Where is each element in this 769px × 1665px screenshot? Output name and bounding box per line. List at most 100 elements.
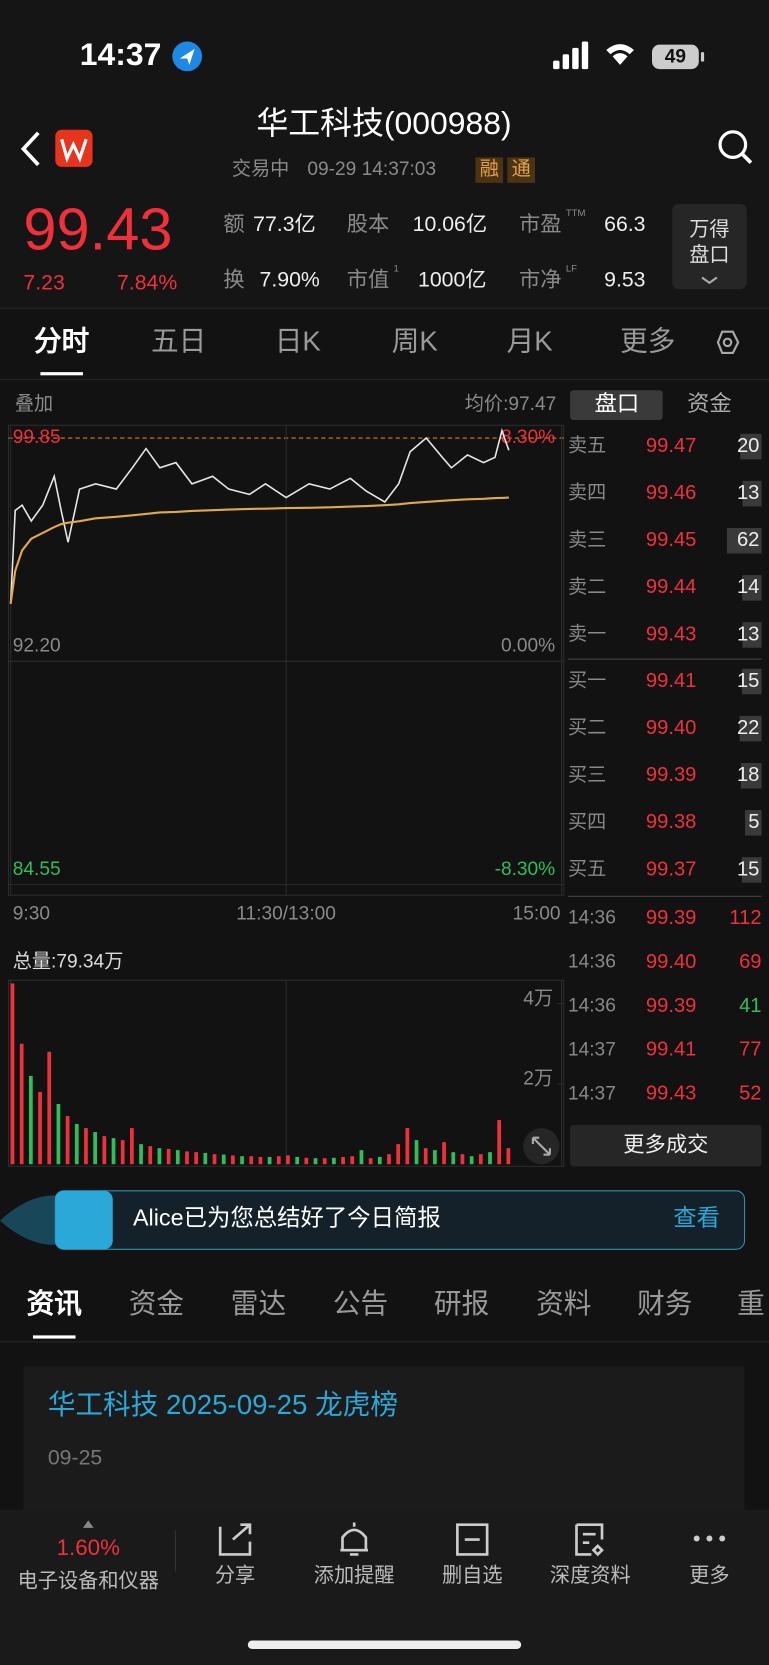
volume-bar [38, 1091, 42, 1165]
search-handle [741, 152, 753, 164]
news-tab[interactable]: 资料 [536, 1288, 591, 1319]
action-label[interactable]: 深度资料 [550, 1564, 631, 1587]
trade-price: 99.43 [646, 1083, 697, 1105]
y-tick-label: 84.55 [13, 859, 61, 880]
volume-bar [469, 1156, 474, 1165]
banner-text: Alice已为您总结好了今日简报 [133, 1205, 441, 1231]
chart-tab[interactable]: 更多 [620, 326, 675, 357]
chart-tab[interactable]: 周K [392, 326, 439, 357]
avg-price-label: 均价:97.47 [465, 393, 556, 415]
action-label[interactable]: 分享 [215, 1564, 255, 1587]
chart-tab[interactable]: 分时 [34, 326, 90, 357]
trade-time: 14:37 [568, 1039, 616, 1060]
volume-bar [84, 1128, 88, 1165]
depth-button[interactable] [672, 204, 747, 290]
volume-bar [295, 1156, 300, 1165]
volume-bar [194, 1152, 199, 1165]
banner-icon [55, 1190, 113, 1250]
book-volume: 14 [737, 576, 759, 598]
volume-bar [19, 1043, 24, 1165]
trade-time: 14:36 [568, 908, 616, 929]
volume-bar [414, 1140, 419, 1165]
wifi-icon [606, 44, 634, 65]
news-tab[interactable]: 资金 [129, 1288, 184, 1319]
sector-change: 1.60% [57, 1535, 120, 1560]
stat-label: 股本 [347, 212, 390, 236]
news-tab[interactable]: 资讯 [27, 1288, 83, 1319]
volume-bar [405, 1128, 410, 1165]
volume-bar [74, 1124, 79, 1165]
change: 7.23 [23, 270, 64, 294]
sector-name[interactable]: 电子设备和仪器 [18, 1569, 159, 1592]
trade-time: 14:37 [568, 1083, 616, 1104]
settings-icon[interactable] [716, 330, 740, 355]
volume-bar [175, 1150, 180, 1165]
action-label[interactable]: 删自选 [442, 1564, 503, 1587]
volume-bar [451, 1152, 456, 1165]
y2-tick-label: -8.30% [495, 859, 556, 880]
volume-bar [396, 1144, 401, 1165]
volume-bar [139, 1144, 143, 1165]
signal-bar [572, 47, 579, 70]
volume-bar [506, 1148, 511, 1165]
volume-bar [166, 1148, 171, 1165]
book-price: 99.40 [646, 717, 697, 739]
book-volume: 18 [737, 764, 759, 786]
side-tab[interactable]: 资金 [687, 391, 732, 416]
trade-price: 99.41 [646, 1039, 697, 1061]
volume-bar [102, 1136, 107, 1165]
stat-sup: LF [566, 264, 577, 275]
volume-bar [368, 1158, 373, 1165]
news-title: 华工科技 2025-09-25 龙虎榜 [48, 1389, 398, 1420]
chart-tab[interactable]: 日K [275, 326, 322, 357]
back-button[interactable] [20, 131, 40, 167]
trade-volume: 52 [739, 1083, 761, 1105]
chart-tab[interactable]: 月K [507, 326, 554, 357]
book-label: 买二 [568, 718, 606, 739]
volume-title: 总量:79.34万 [13, 950, 124, 972]
side-tab[interactable]: 盘口 [595, 391, 640, 416]
depth-button-label: 万得 [689, 218, 729, 241]
book-volume-bar [740, 433, 762, 460]
book-volume: 15 [737, 858, 759, 880]
book-volume-bar [726, 527, 762, 554]
search-icon[interactable] [718, 130, 748, 159]
trade-volume: 69 [739, 951, 761, 973]
book-price: 99.44 [646, 576, 697, 598]
book-volume: 20 [737, 435, 759, 457]
volume-bar [212, 1154, 217, 1165]
news-tab[interactable]: 财务 [637, 1288, 692, 1319]
volume-bar [258, 1156, 263, 1165]
action-label[interactable]: 添加提醒 [314, 1564, 395, 1587]
stat-label: 换 [223, 267, 244, 291]
side-tab-active[interactable] [570, 390, 663, 420]
book-label: 买五 [568, 859, 606, 880]
y2-tick-label: 8.30% [501, 427, 555, 448]
news-tab[interactable]: 重 [737, 1288, 765, 1319]
trade-volume: 77 [739, 1039, 761, 1061]
book-label: 卖一 [568, 623, 606, 645]
trade-price: 99.39 [646, 995, 697, 1017]
volume-bar [120, 1140, 125, 1165]
volume-bar [442, 1142, 446, 1165]
news-tab[interactable]: 公告 [333, 1288, 388, 1319]
book-volume-bar [742, 480, 762, 507]
news-tab[interactable]: 研报 [434, 1288, 489, 1319]
more-trades-button[interactable] [570, 1124, 762, 1167]
action-label[interactable]: 更多 [689, 1564, 729, 1587]
news-card[interactable] [23, 1366, 745, 1516]
header-bg [0, 0, 769, 309]
volume-bar [111, 1138, 116, 1165]
news-tab[interactable]: 雷达 [231, 1288, 286, 1319]
banner-action[interactable]: 查看 [673, 1205, 720, 1231]
signal-bar [581, 41, 589, 70]
status-time: 14:37 [80, 36, 162, 72]
book-price: 99.45 [646, 529, 697, 551]
chart-tab[interactable]: 五日 [151, 326, 206, 357]
volume-bar [10, 983, 15, 1165]
stat-label: 市盈 [519, 212, 562, 236]
volume-bar [56, 1103, 61, 1165]
